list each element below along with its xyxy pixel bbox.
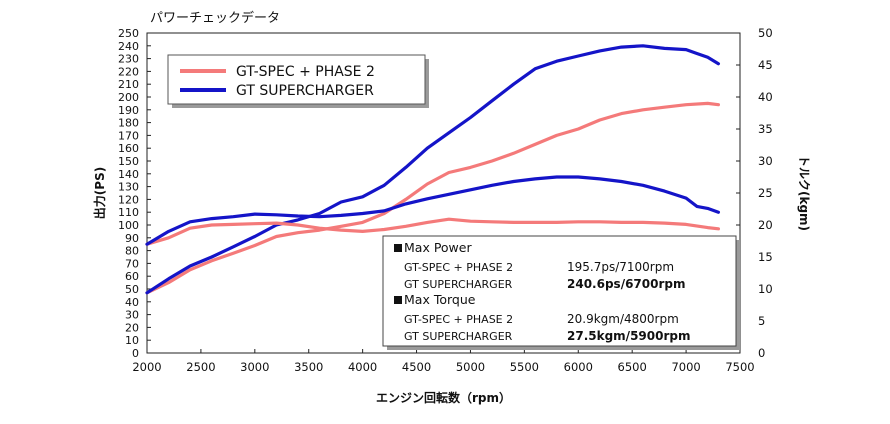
- y-left-tick-label: 140: [118, 168, 139, 181]
- y-left-tick-label: 200: [118, 91, 139, 104]
- y-left-tick-label: 160: [118, 142, 139, 155]
- y-left-tick-label: 220: [118, 65, 139, 78]
- y-right-axis-title: トルク(kgm): [797, 155, 811, 231]
- y-left-tick-label: 80: [125, 245, 139, 258]
- x-tick-label: 5000: [456, 360, 485, 374]
- y-left-axis-title: 出力(PS): [92, 167, 107, 219]
- y-left-tick-label: 20: [125, 321, 139, 334]
- y-left-tick-label: 10: [125, 334, 139, 347]
- y-right-tick-label: 10: [758, 282, 773, 296]
- y-right-tick-label: 35: [758, 122, 773, 136]
- x-tick-label: 2500: [186, 360, 215, 374]
- x-tick-label: 2000: [132, 360, 161, 374]
- y-right-tick-label: 15: [758, 250, 773, 264]
- legend-box: [167, 54, 426, 105]
- y-left-tick-label: 70: [125, 257, 139, 270]
- torque-row-label: GT-SPEC + PHASE 2: [404, 313, 513, 326]
- torque-row-value: 20.9kgm/4800rpm: [567, 312, 679, 326]
- power-row-value: 195.7ps/7100rpm: [567, 260, 674, 274]
- y-left-tick-label: 210: [118, 78, 139, 91]
- power-row-value: 240.6ps/6700rpm: [567, 277, 685, 291]
- y-left-tick-label: 0: [132, 347, 139, 360]
- max-power-heading: Max Power: [404, 240, 472, 255]
- x-tick-label: 4000: [348, 360, 377, 374]
- y-right-tick-label: 5: [758, 314, 765, 328]
- max-torque-bullet: [394, 296, 402, 304]
- y-left-tick-label: 150: [118, 155, 139, 168]
- x-tick-label: 3000: [240, 360, 269, 374]
- series-line-gt-spec-phase-2-power: [145, 101, 721, 295]
- y-right-tick-label: 0: [758, 346, 765, 360]
- y-left-tick-label: 90: [125, 232, 139, 245]
- max-torque-heading: Max Torque: [404, 292, 476, 307]
- power-row-label: GT SUPERCHARGER: [404, 278, 513, 291]
- y-left-tick-label: 60: [125, 270, 139, 283]
- x-tick-label: 7500: [725, 360, 754, 374]
- y-right-tick-label: 40: [758, 90, 773, 104]
- y-left-tick-label: 100: [118, 219, 139, 232]
- power-row-label: GT-SPEC + PHASE 2: [404, 261, 513, 274]
- legend-label: GT-SPEC + PHASE 2: [236, 64, 375, 80]
- y-right-tick-label: 20: [758, 218, 773, 232]
- torque-row-value: 27.5kgm/5900rpm: [567, 329, 690, 343]
- y-right-tick-label: 50: [758, 26, 773, 40]
- y-right-tick-label: 30: [758, 154, 773, 168]
- x-tick-label: 3500: [294, 360, 323, 374]
- series-line-gt-supercharger-torque: [145, 175, 721, 246]
- y-right-tick-label: 25: [758, 186, 773, 200]
- y-left-tick-label: 120: [118, 193, 139, 206]
- x-tick-label: 4500: [402, 360, 431, 374]
- max-power-bullet: [394, 244, 402, 252]
- y-left-tick-label: 190: [118, 104, 139, 117]
- y-left-tick-label: 240: [118, 40, 139, 53]
- series-line-gt-spec-phase-2-torque: [145, 217, 721, 246]
- y-left-tick-label: 130: [118, 181, 139, 194]
- summary-box: [382, 235, 737, 347]
- y-left-tick-label: 110: [118, 206, 139, 219]
- y-left-tick-label: 250: [118, 27, 139, 40]
- x-tick-label: 5500: [510, 360, 539, 374]
- torque-row-label: GT SUPERCHARGER: [404, 330, 513, 343]
- chart-title: パワーチェックデータ: [150, 10, 280, 26]
- series-line-gt-supercharger-power: [145, 44, 721, 295]
- x-tick-label: 6000: [564, 360, 593, 374]
- y-right-tick-label: 45: [758, 58, 773, 72]
- x-axis-title: エンジン回転数（rpm）: [376, 390, 511, 405]
- y-left-tick-label: 170: [118, 129, 139, 142]
- legend-label: GT SUPERCHARGER: [236, 83, 374, 99]
- y-left-tick-label: 50: [125, 283, 139, 296]
- y-left-tick-label: 40: [125, 296, 139, 309]
- x-tick-label: 6500: [618, 360, 647, 374]
- y-left-tick-label: 30: [125, 309, 139, 322]
- y-left-tick-label: 230: [118, 53, 139, 66]
- x-tick-label: 7000: [671, 360, 700, 374]
- y-left-tick-label: 180: [118, 117, 139, 130]
